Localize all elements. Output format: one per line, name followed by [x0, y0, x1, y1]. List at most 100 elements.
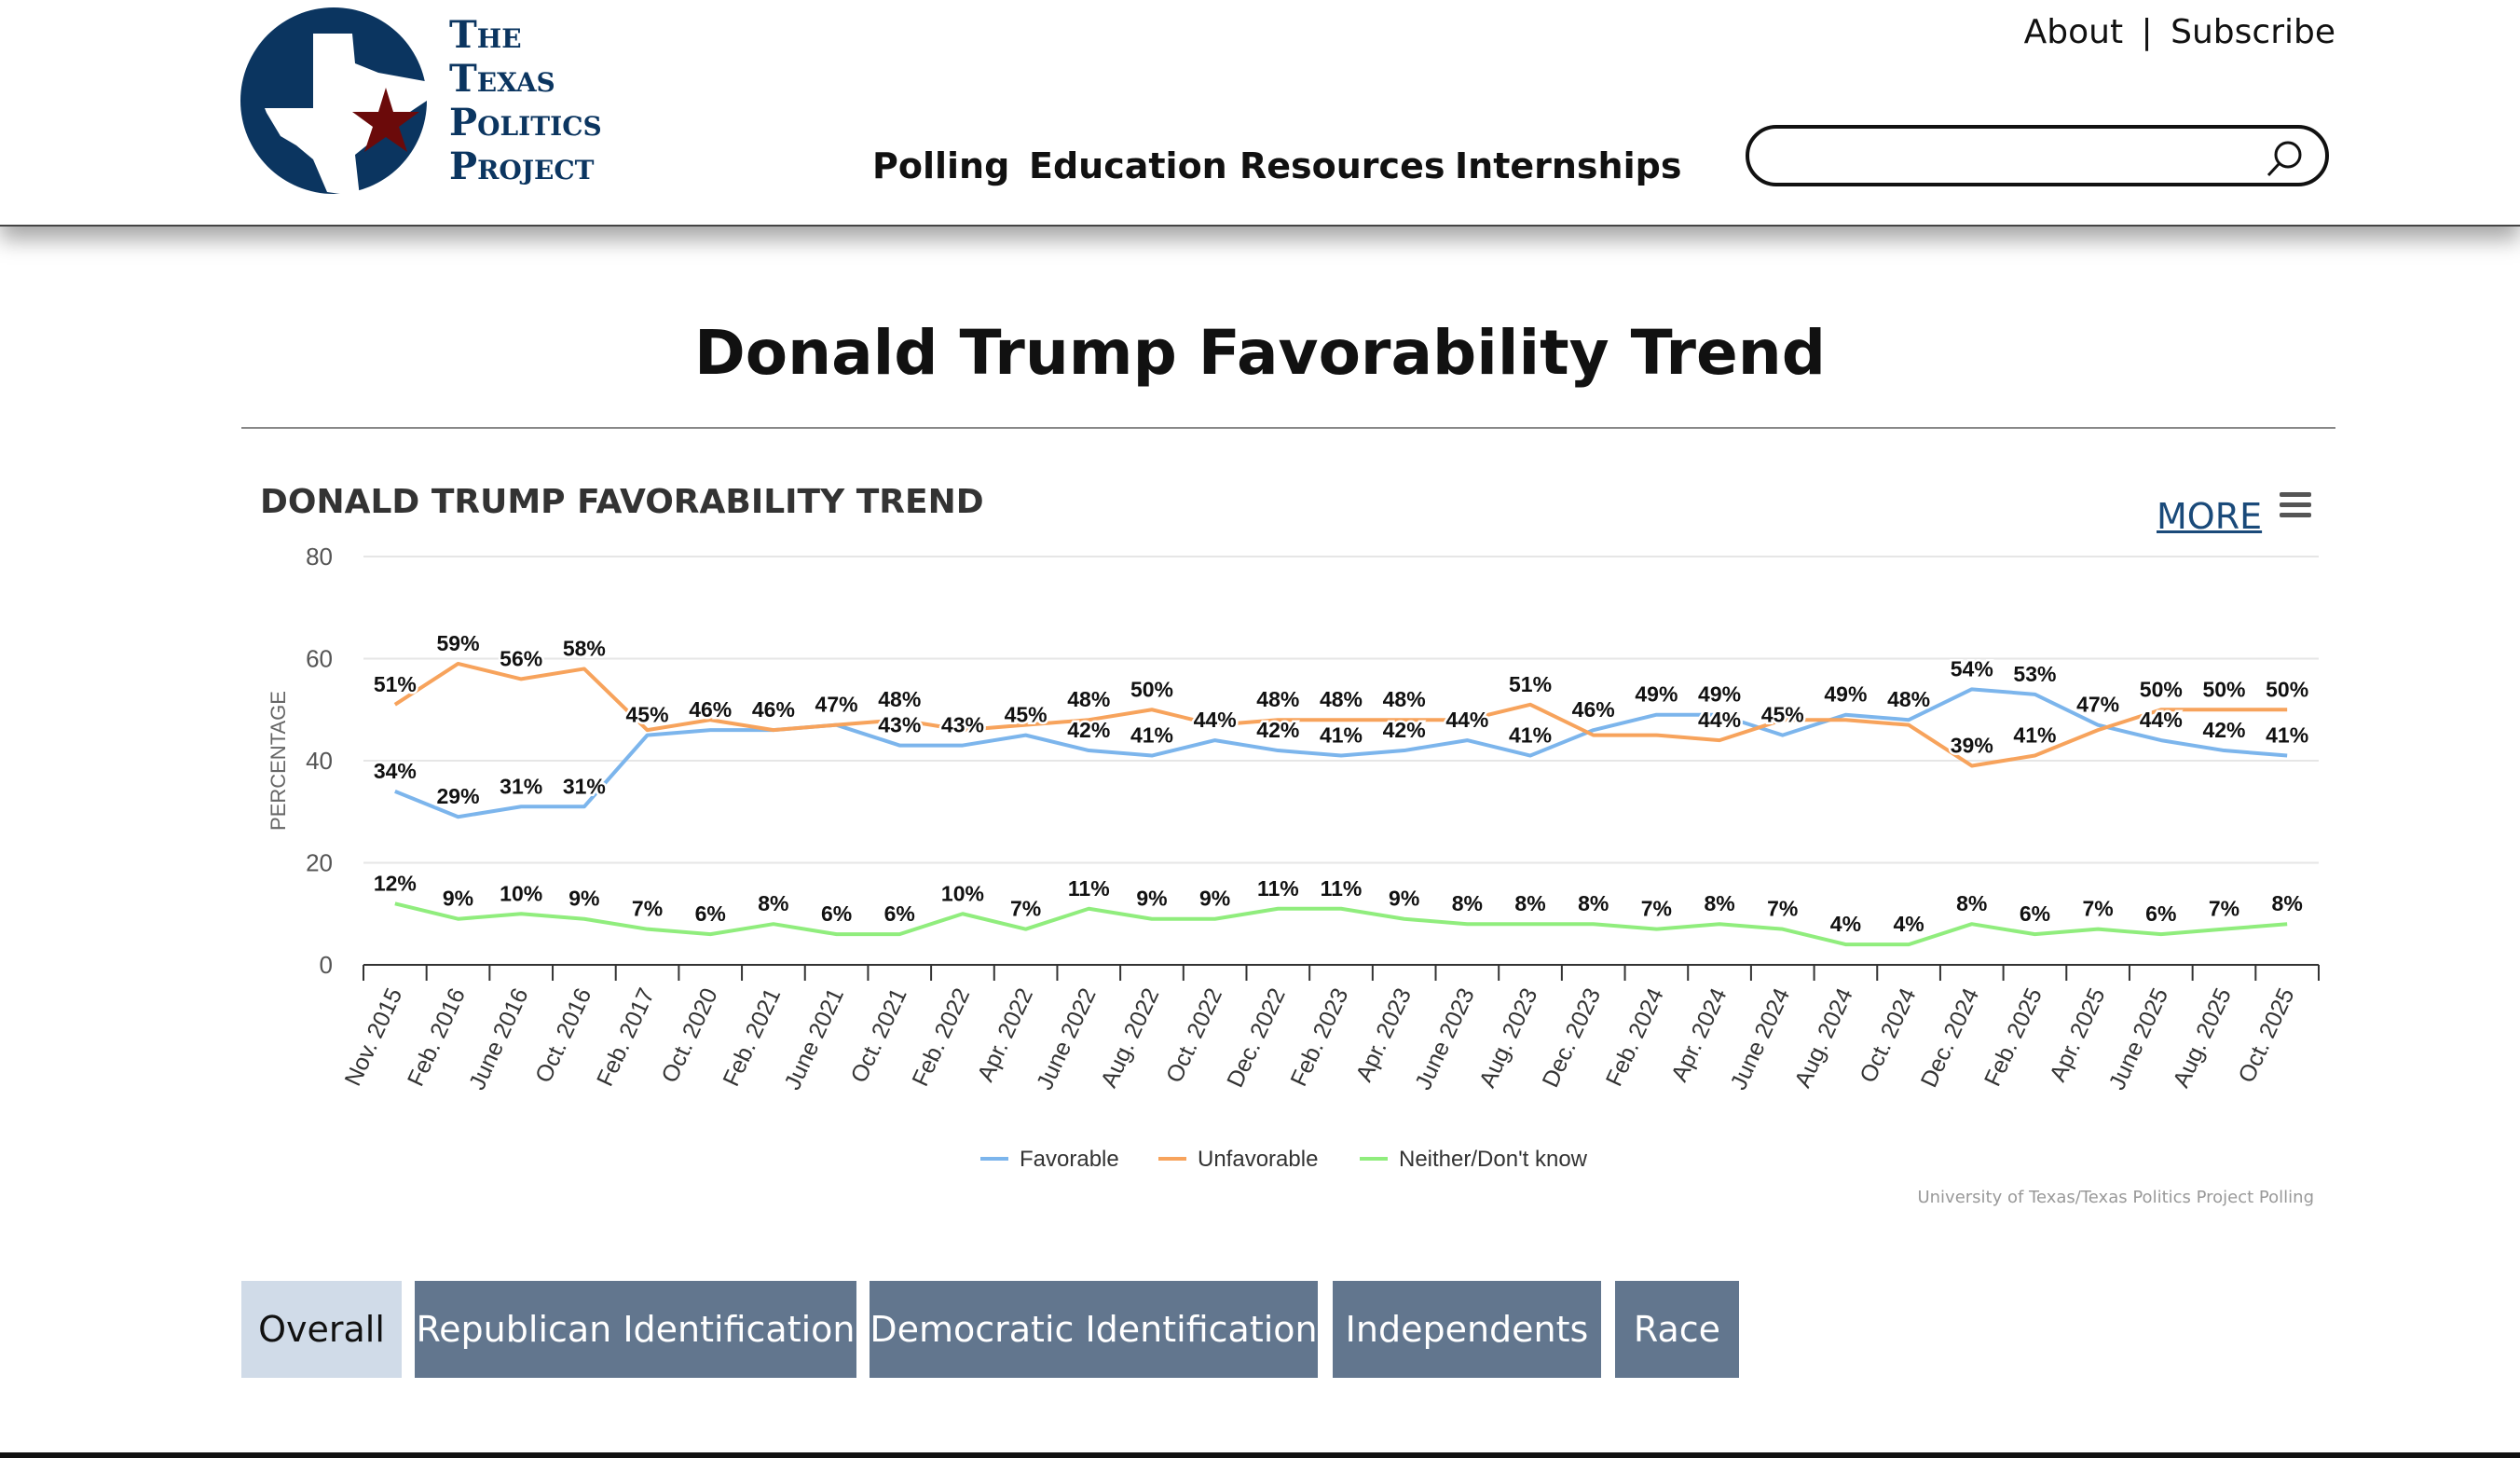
series-line-favorable [394, 687, 2288, 819]
tab-independents[interactable]: Independents [1333, 1281, 1601, 1378]
x-tick-label: Aug. 2023 [1474, 984, 1543, 1092]
y-tick-label: 80 [306, 543, 333, 571]
legend-item[interactable]: Unfavorable [1198, 1147, 1318, 1172]
data-label: 7% [632, 897, 663, 921]
data-label: 7% [2083, 897, 2114, 921]
data-label: 53% [2013, 662, 2056, 686]
x-tick-label: Nov. 2015 [340, 984, 408, 1090]
search-input[interactable] [1777, 136, 2266, 179]
data-label: 12% [374, 871, 417, 895]
data-label: 8% [1704, 891, 1734, 915]
logo-text: The Texas Politics Project [449, 13, 602, 188]
texas-state-icon [265, 34, 430, 197]
legend-item[interactable]: Favorable [1020, 1147, 1119, 1172]
series-line-neither-don-t-know [394, 901, 2288, 947]
nav-resources[interactable]: Resources [1239, 145, 1445, 186]
x-tick-label: Apr. 2024 [1666, 984, 1732, 1086]
subscribe-link[interactable]: Subscribe [2171, 13, 2335, 51]
search-box [1746, 125, 2329, 186]
data-label: 50% [1130, 677, 1173, 701]
data-label: 43% [941, 713, 984, 737]
tab-overall[interactable]: Overall [241, 1281, 402, 1378]
data-label: 11% [1257, 876, 1299, 901]
x-tick-label: Aug. 2025 [2168, 984, 2237, 1092]
data-label: 46% [1572, 697, 1615, 722]
data-label: 42% [2202, 718, 2245, 742]
data-label: 41% [1130, 723, 1173, 748]
data-label: 41% [2013, 723, 2056, 748]
x-tick-label: June 2022 [1032, 984, 1102, 1094]
page-title: Donald Trump Favorability Trend [694, 317, 1826, 389]
data-label: 6% [2145, 901, 2176, 926]
x-tick-label: Oct. 2020 [656, 984, 722, 1087]
data-label: 41% [1320, 723, 1363, 748]
data-label: 44% [1445, 708, 1488, 732]
data-label: 54% [1951, 656, 1993, 681]
data-label: 51% [1509, 672, 1552, 696]
x-tick-label: Feb. 2023 [1285, 984, 1353, 1091]
data-label: 51% [374, 672, 417, 696]
star-icon [352, 88, 419, 152]
nav-polling[interactable]: Polling [872, 145, 1010, 186]
bottom-border [0, 1452, 2520, 1458]
data-label: 48% [1256, 687, 1299, 711]
x-tick-label: Oct. 2025 [2233, 984, 2299, 1087]
data-label: 46% [689, 697, 732, 722]
data-label: 9% [443, 887, 473, 911]
x-tick-label: Feb. 2016 [403, 984, 471, 1091]
more-link[interactable]: MORE [2157, 496, 2263, 537]
data-label: 46% [752, 697, 795, 722]
search-icon[interactable] [2264, 138, 2305, 179]
logo-line: Politics [449, 101, 602, 144]
y-tick-label: 60 [306, 645, 333, 673]
y-tick-label: 20 [306, 849, 333, 877]
data-label: 56% [500, 646, 542, 670]
data-label: 44% [1194, 708, 1237, 732]
data-label: 49% [1698, 682, 1741, 707]
x-tick-label: Feb. 2024 [1601, 984, 1669, 1091]
x-tick-label: Apr. 2022 [972, 984, 1038, 1086]
data-label: 48% [1320, 687, 1363, 711]
data-label: 31% [500, 774, 542, 798]
chart-credits: University of Texas/Texas Politics Proje… [1917, 1188, 2314, 1207]
data-label: 49% [1824, 682, 1867, 707]
data-label: 34% [374, 759, 417, 783]
data-label: 31% [563, 774, 606, 798]
data-label: 9% [568, 887, 599, 911]
legend-item[interactable]: Neither/Don't know [1399, 1147, 1588, 1172]
data-label: 7% [1010, 897, 1041, 921]
y-axis-title: PERCENTAGE [267, 691, 290, 831]
data-label: 45% [1005, 703, 1048, 727]
data-label: 9% [1199, 887, 1230, 911]
x-tick-label: Feb. 2025 [1979, 984, 2048, 1091]
nav-education[interactable]: Education [1029, 145, 1227, 186]
about-link[interactable]: About [2023, 13, 2124, 51]
nav-internships[interactable]: Internships [1455, 145, 1682, 186]
tab-democratic-identification[interactable]: Democratic Identification [870, 1281, 1318, 1378]
link-separator: | [2141, 13, 2153, 51]
texas-politics-project-logo[interactable] [239, 6, 621, 197]
data-label: 4% [1893, 912, 1924, 936]
data-label: 50% [2202, 677, 2245, 701]
data-label: 59% [436, 631, 479, 655]
x-tick-label: Aug. 2024 [1789, 984, 1858, 1092]
data-label: 8% [1452, 891, 1483, 915]
chart-title: DONALD TRUMP FAVORABILITY TREND [260, 483, 984, 521]
x-tick-label: Aug. 2022 [1096, 984, 1165, 1092]
data-label: 9% [1136, 887, 1167, 911]
x-tick-label: Dec. 2023 [1538, 984, 1607, 1092]
tab-race[interactable]: Race [1615, 1281, 1739, 1378]
data-label: 10% [500, 881, 542, 905]
data-label: 42% [1067, 718, 1110, 742]
chart-menu-icon[interactable] [2280, 492, 2311, 518]
data-label: 43% [878, 713, 921, 737]
x-tick-label: Feb. 2021 [718, 984, 786, 1091]
tab-republican-identification[interactable]: Republican Identification [415, 1281, 856, 1378]
data-label: 50% [2266, 677, 2308, 701]
data-label: 29% [436, 784, 479, 808]
y-tick-label: 0 [320, 951, 333, 979]
title-divider [241, 427, 2335, 429]
data-label: 48% [878, 687, 921, 711]
data-label: 6% [821, 901, 852, 926]
x-tick-label: Oct. 2016 [530, 984, 596, 1087]
